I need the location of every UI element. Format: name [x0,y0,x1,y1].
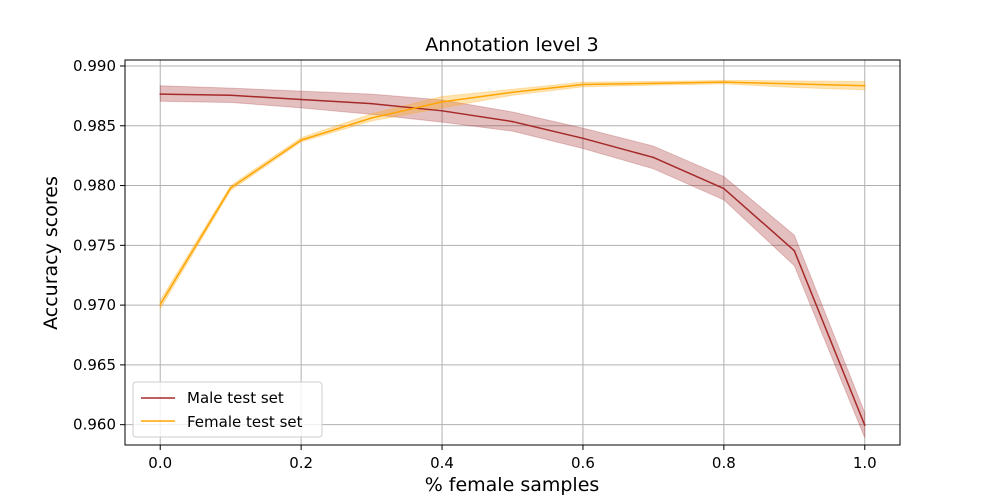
x-tick-label: 0.0 [148,454,172,472]
y-tick-label: 0.985 [73,117,116,135]
grid [125,60,900,445]
line-male-test-set [160,93,866,426]
y-tick-label: 0.960 [73,416,116,434]
data-point-female-test-set [159,303,162,306]
data-point-male-test-set [793,249,796,252]
data-point-female-test-set [793,83,796,85]
legend-label-female: Female test set [187,413,303,431]
data-point-male-test-set [582,137,584,140]
y-axis-label: Accuracy scores [40,176,62,330]
data-point-female-test-set [723,81,725,83]
x-tick-label: 0.8 [712,454,736,472]
data-point-female-test-set [441,101,443,103]
legend: Male test set Female test set [132,381,323,438]
band-female-test-set [159,79,866,311]
data-point-female-test-set [229,187,232,189]
x-axis-label: % female samples [425,474,600,496]
x-tick-label: 0.2 [289,454,313,472]
y-axis: 0.960 0.965 0.970 0.975 0.980 0.985 0.990 [73,57,125,434]
x-tick-label: 0.4 [430,454,454,472]
data-point-male-test-set [229,94,232,97]
data-point-female-test-set [300,139,302,141]
data-point-male-test-set [511,120,514,123]
series-lines [159,81,866,427]
data-point-female-test-set [582,83,584,86]
data-point-male-test-set [370,102,373,105]
plot-frame [124,59,901,446]
x-tick-label: 0.6 [571,454,595,472]
y-tick-label: 0.980 [73,177,116,195]
data-point-female-test-set [370,117,373,119]
data-point-male-test-set [159,93,162,95]
data-point-male-test-set [300,98,302,101]
y-tick-label: 0.990 [73,57,116,75]
x-axis: 0.0 0.2 0.4 0.6 0.8 1.0 [148,445,877,472]
data-point-male-test-set [441,110,443,112]
data-point-female-test-set [652,82,655,85]
data-point-female-test-set [863,84,866,87]
legend-label-male: Male test set [187,389,284,407]
y-tick-label: 0.965 [73,356,116,374]
chart-title: Annotation level 3 [425,34,599,56]
data-point-male-test-set [723,187,725,190]
x-tick-label: 1.0 [853,454,877,472]
data-point-male-test-set [863,424,866,427]
legend-box [132,381,323,438]
data-point-male-test-set [652,156,655,159]
data-point-female-test-set [511,91,514,94]
y-tick-label: 0.975 [73,236,116,254]
y-tick-label: 0.970 [73,296,116,314]
